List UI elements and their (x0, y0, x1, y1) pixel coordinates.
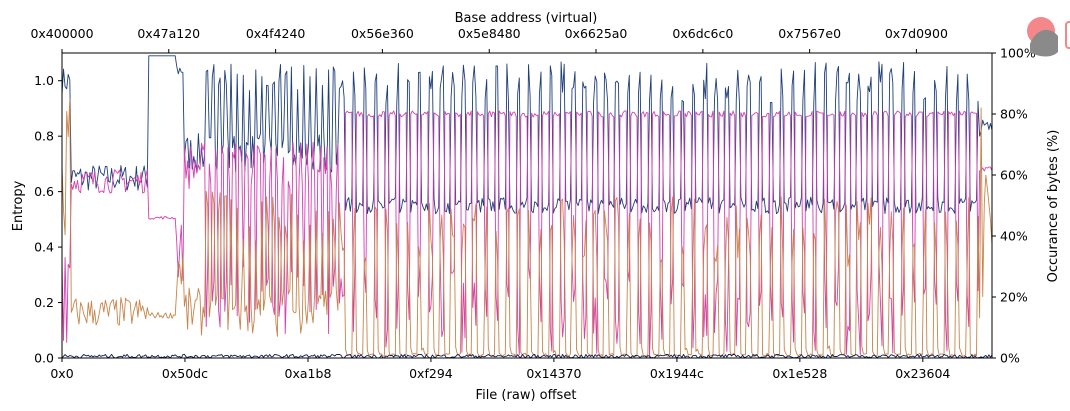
top-tick-label: 0x6dc6c0 (672, 26, 733, 41)
y2-tick-label: 100% (1000, 46, 1036, 61)
top-tick-label: 0x5e8480 (458, 26, 521, 41)
x-tick-label: 0x0 (50, 366, 73, 381)
top-tick-label: 0x400000 (30, 26, 93, 41)
x-tick-label: 0xf294 (409, 366, 453, 381)
y-tick-label: 0.0 (34, 351, 54, 366)
series-line-3 (61, 353, 993, 359)
y2-tick-label: 0% (1000, 351, 1020, 366)
x-tick-label: 0x50dc (162, 366, 208, 381)
x-tick-label: 0x23604 (895, 366, 950, 381)
top-tick-label: 0x47a120 (137, 26, 200, 41)
plot-frame (61, 52, 993, 359)
x-tick-label: 0x14370 (526, 366, 581, 381)
y2-tick-label: 80% (1000, 107, 1028, 122)
top-tick-label: 0x6625a0 (565, 26, 628, 41)
y2-tick-label: 20% (1000, 290, 1028, 305)
y-tick-label: 0.2 (34, 295, 54, 310)
y2-tick-label: 60% (1000, 168, 1028, 183)
logo-gray-shape (1030, 29, 1058, 57)
cutter-logo (1027, 17, 1070, 57)
plot-area (61, 55, 993, 359)
top-tick-label: 0x7d0900 (885, 26, 948, 41)
x-tick-label: 0x1944c (650, 366, 704, 381)
x-axis-title: File (raw) offset (476, 388, 577, 403)
top-tick-label: 0x56e360 (351, 26, 414, 41)
x-tick-label: 0xa1b8 (285, 366, 332, 381)
y-tick-label: 0.4 (34, 240, 54, 255)
logo-tail (1065, 21, 1070, 49)
y-tick-label: 0.8 (34, 129, 54, 144)
top-tick-label: 0x7567e0 (778, 26, 841, 41)
tick-layer: 0x0 0x50dc 0xa1b8 0xf294 0x14370 0x1944c 0x1e5… (30, 26, 1035, 381)
y-tick-label: 0.6 (34, 184, 54, 199)
series-line-1 (61, 110, 993, 359)
top-axis-title: Base address (virtual) (455, 11, 598, 26)
x-tick-label: 0x1e528 (772, 366, 827, 381)
y2-axis-title: Occurance of bytes (%) (1046, 130, 1061, 283)
y-axis-title: Entropy (11, 180, 26, 231)
y2-tick-label: 40% (1000, 229, 1028, 244)
top-tick-label: 0x4f4240 (246, 26, 306, 41)
y-tick-label: 1.0 (34, 73, 54, 88)
